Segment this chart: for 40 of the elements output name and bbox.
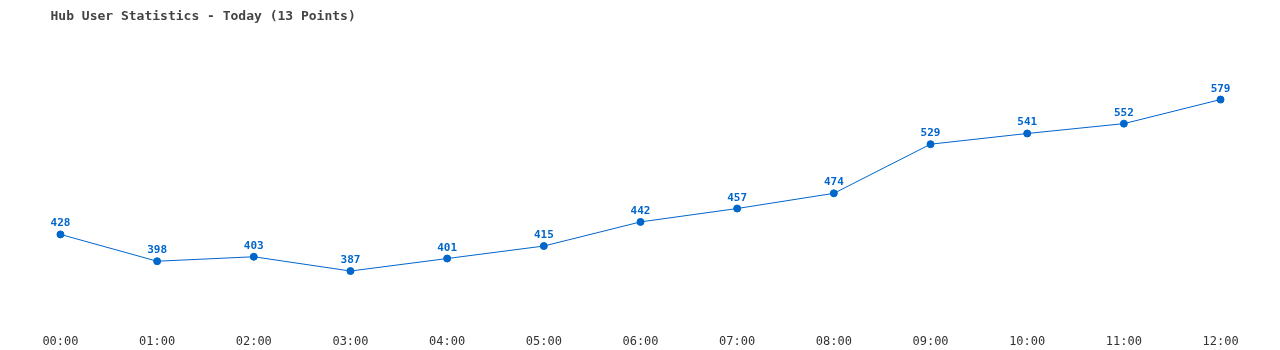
point — [636, 217, 645, 226]
data-label: 442 — [630, 203, 651, 217]
data-label: 403 — [243, 238, 264, 252]
point — [829, 189, 838, 198]
x-tick-label: 10:00 — [1009, 333, 1046, 348]
data-label: 398 — [147, 243, 168, 257]
x-tick-label: 09:00 — [912, 333, 949, 348]
chart-title: Hub User Statistics - Today (13 Points) — [50, 7, 356, 23]
data-label: 415 — [533, 228, 554, 242]
x-tick-label: 11:00 — [1105, 333, 1142, 348]
point — [249, 252, 258, 261]
x-tick-label: 00:00 — [42, 333, 79, 348]
point — [926, 140, 935, 149]
x-tick-label: 06:00 — [622, 333, 659, 348]
point — [1119, 119, 1128, 128]
x-tick-label: 05:00 — [525, 333, 562, 348]
x-tick-label: 01:00 — [139, 333, 176, 348]
data-label: 474 — [823, 175, 845, 189]
point — [346, 267, 355, 276]
data-label: 529 — [920, 126, 941, 140]
point — [1023, 129, 1032, 138]
data-label: 541 — [1017, 115, 1038, 129]
x-tick-label: 02:00 — [235, 333, 272, 348]
data-label: 401 — [437, 240, 458, 254]
point — [153, 257, 162, 266]
point — [539, 242, 548, 251]
data-label: 428 — [50, 216, 71, 230]
point — [56, 230, 65, 239]
point — [733, 204, 742, 213]
point — [1216, 95, 1225, 104]
data-label: 552 — [1113, 105, 1134, 119]
point — [443, 254, 452, 263]
x-tick-label: 04:00 — [429, 333, 466, 348]
data-label: 387 — [340, 253, 361, 267]
x-tick-label: 03:00 — [332, 333, 369, 348]
x-tick-label: 07:00 — [719, 333, 756, 348]
x-tick-label: 08:00 — [815, 333, 852, 348]
data-label: 579 — [1210, 81, 1231, 95]
x-tick-label: 12:00 — [1202, 333, 1239, 348]
data-label: 457 — [727, 190, 748, 204]
